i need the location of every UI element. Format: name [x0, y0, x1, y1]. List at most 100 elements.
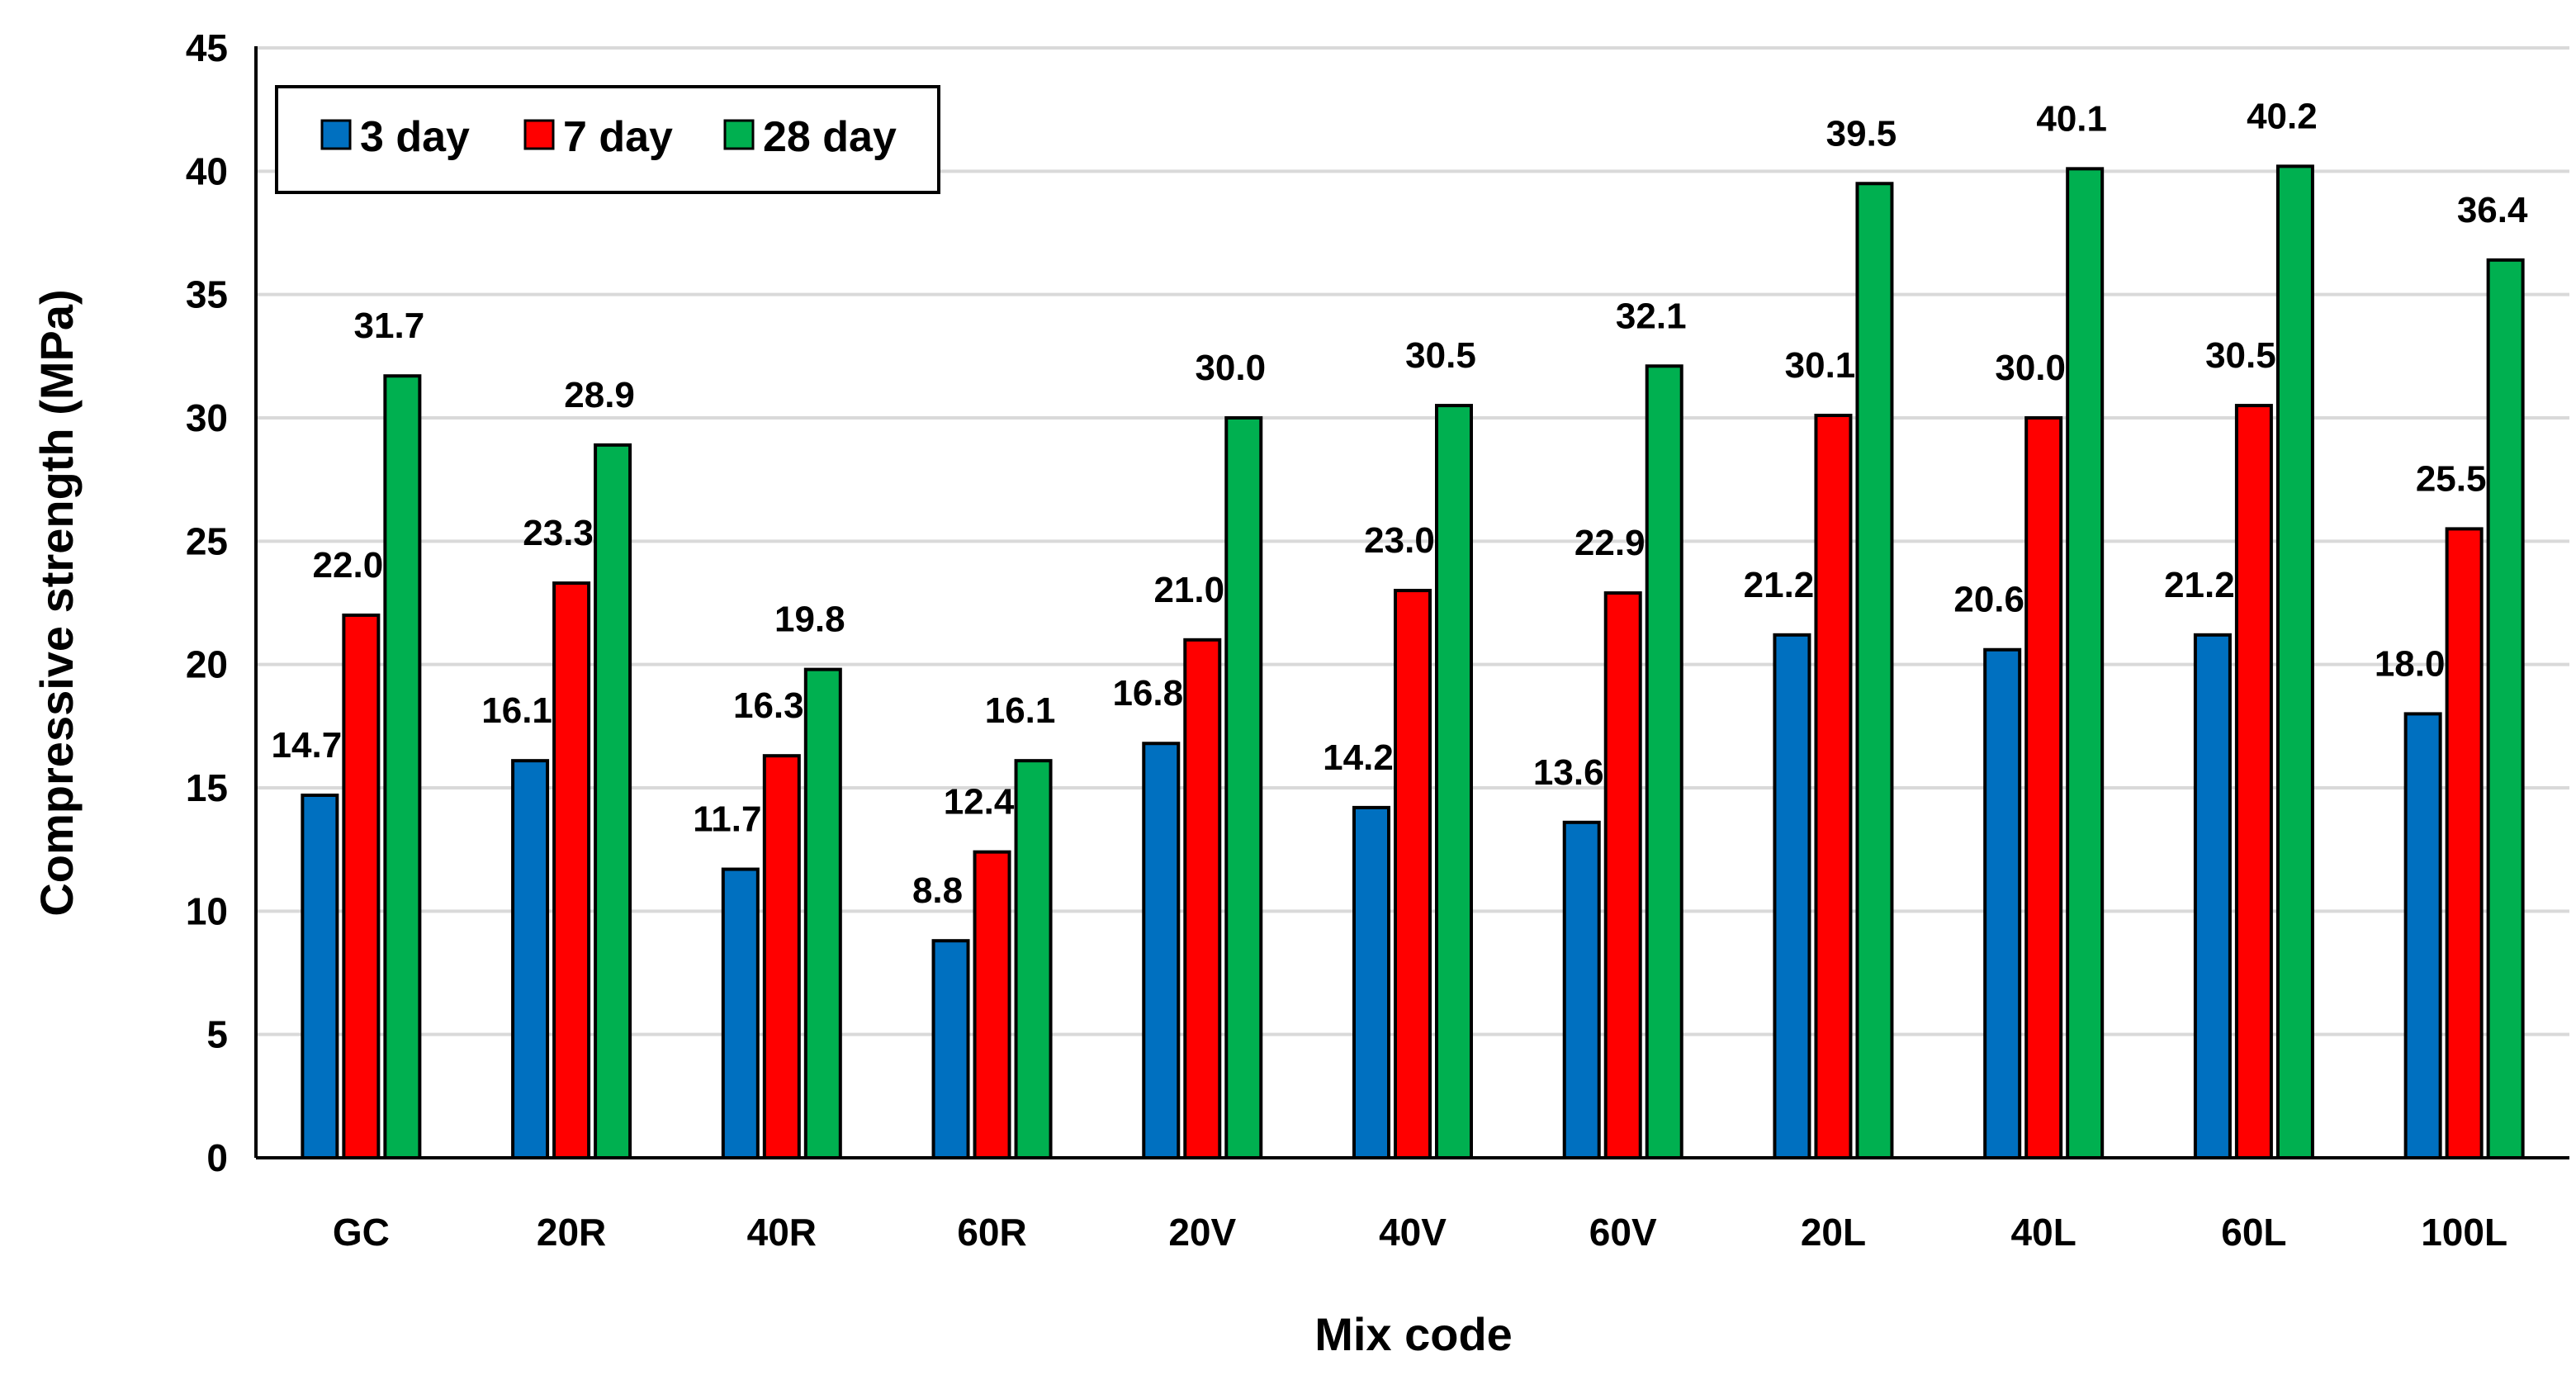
- gridlines: [256, 46, 2569, 1036]
- bar-gc-7-day: [342, 613, 381, 1159]
- data-label-20v-3-day: 16.8: [1112, 673, 1183, 714]
- data-label-60r-28-day: 16.1: [985, 690, 1056, 731]
- y-tick-label-45: 45: [186, 26, 228, 69]
- bar-60v-7-day: [1603, 591, 1642, 1159]
- bar-60r-3-day: [931, 939, 970, 1159]
- legend-box: [275, 85, 940, 194]
- bar-60r-28-day: [1014, 759, 1053, 1159]
- data-label-60v-7-day: 22.9: [1574, 523, 1646, 563]
- y-tick-label-35: 35: [186, 273, 228, 316]
- bar-40l-28-day: [2066, 167, 2105, 1159]
- y-tick-label-10: 10: [186, 889, 228, 932]
- data-label-gc-28-day: 31.7: [354, 306, 425, 346]
- x-tick-label-60l: 60L: [2221, 1211, 2286, 1254]
- data-label-60v-3-day: 13.6: [1533, 752, 1604, 793]
- data-label-60v-28-day: 32.1: [1616, 296, 1687, 336]
- y-axis-title: Compressive strength (MPa): [31, 289, 83, 916]
- y-tick-label-20: 20: [186, 643, 228, 686]
- x-tick-label-gc: GC: [333, 1211, 390, 1254]
- data-labels: 14.7 22.0 31.7 16.1 23.3 28.9 11.7 16.3 19.8 8.8 1…: [272, 96, 2528, 911]
- bar-40v-3-day: [1352, 805, 1390, 1159]
- data-label-40r-3-day: 11.7: [693, 799, 761, 840]
- y-tick-label-30: 30: [186, 396, 228, 439]
- bar-40v-7-day: [1394, 589, 1432, 1159]
- legend: 3 day 7 day 28 day: [275, 85, 940, 194]
- bar-20r-7-day: [552, 581, 591, 1159]
- x-tick-label-100l: 100L: [2421, 1211, 2507, 1254]
- data-label-20r-7-day: 23.3: [523, 513, 594, 553]
- y-tick-label-0: 0: [206, 1136, 228, 1179]
- y-tick-label-5: 5: [206, 1013, 228, 1056]
- legend-swatch-3-day: [320, 119, 352, 150]
- data-label-40r-28-day: 19.8: [774, 600, 845, 640]
- legend-swatch-28-day: [723, 119, 755, 150]
- data-label-100l-28-day: 36.4: [2457, 190, 2528, 230]
- legend-label-7-day: 7 day: [563, 113, 673, 161]
- data-label-60r-3-day: 8.8: [912, 870, 963, 911]
- data-label-100l-7-day: 25.5: [2416, 458, 2487, 499]
- bar-20l-3-day: [1773, 633, 1811, 1159]
- data-label-40l-7-day: 30.0: [1995, 348, 2066, 388]
- data-label-20r-28-day: 28.9: [564, 375, 635, 415]
- bar-100l-28-day: [2486, 258, 2525, 1159]
- bar-40r-28-day: [803, 667, 842, 1159]
- legend-label-28-day: 28 day: [763, 113, 897, 161]
- data-label-100l-3-day: 18.0: [2375, 643, 2446, 684]
- bar-60v-3-day: [1562, 820, 1601, 1160]
- bar-100l-3-day: [2403, 712, 2442, 1159]
- bar-60r-7-day: [973, 850, 1011, 1159]
- axes: 0 5 10 15 20 25 30 35 40 45 GC 20R 40R 60R 20V 40V 60V 20…: [186, 26, 2569, 1254]
- data-label-20l-7-day: 30.1: [1785, 345, 1856, 386]
- y-tick-label-40: 40: [186, 149, 228, 192]
- data-label-40l-3-day: 20.6: [1953, 580, 2024, 620]
- data-label-20v-28-day: 30.0: [1195, 348, 1266, 388]
- bar-20v-3-day: [1142, 742, 1181, 1159]
- data-label-40r-7-day: 16.3: [733, 685, 804, 726]
- bar-60v-28-day: [1645, 364, 1683, 1159]
- x-tick-label-60v: 60V: [1589, 1211, 1657, 1254]
- x-tick-label-20l: 20L: [1801, 1211, 1866, 1254]
- bar-gc-3-day: [301, 793, 339, 1160]
- data-label-gc-3-day: 14.7: [272, 725, 343, 766]
- data-label-60l-3-day: 21.2: [2164, 565, 2235, 605]
- x-tick-label-60r: 60R: [957, 1211, 1026, 1254]
- data-label-20r-3-day: 16.1: [481, 690, 552, 731]
- x-axis-title: Mix code: [1314, 1308, 1513, 1360]
- data-label-20l-28-day: 39.5: [1826, 113, 1897, 154]
- bar-20l-28-day: [1855, 182, 1894, 1159]
- bar-20r-3-day: [511, 759, 550, 1159]
- bar-20r-28-day: [594, 443, 632, 1159]
- data-label-gc-7-day: 22.0: [313, 545, 384, 586]
- bar-100l-7-day: [2445, 527, 2484, 1159]
- x-tick-label-40l: 40L: [2011, 1211, 2076, 1254]
- data-label-20v-7-day: 21.0: [1153, 570, 1224, 610]
- x-tick-label-20r: 20R: [537, 1211, 606, 1254]
- bar-20l-7-day: [1814, 414, 1853, 1160]
- data-label-40v-7-day: 23.0: [1364, 520, 1435, 561]
- data-label-60l-28-day: 40.2: [2247, 96, 2318, 136]
- bar-60l-7-day: [2234, 404, 2273, 1160]
- x-tick-label-40v: 40V: [1379, 1211, 1447, 1254]
- y-tick-label-15: 15: [186, 766, 228, 809]
- bar-40v-28-day: [1435, 404, 1473, 1160]
- bar-60l-3-day: [2193, 633, 2232, 1159]
- bar-20v-7-day: [1183, 638, 1222, 1159]
- bar-60l-28-day: [2275, 164, 2314, 1160]
- bar-gc-28-day: [383, 374, 422, 1159]
- data-label-40v-3-day: 14.2: [1323, 737, 1394, 778]
- bar-40l-3-day: [1983, 647, 2022, 1159]
- legend-swatch-7-day: [523, 119, 555, 150]
- bar-40r-7-day: [762, 754, 801, 1159]
- legend-label-3-day: 3 day: [360, 113, 470, 161]
- bars: [301, 164, 2525, 1160]
- data-label-40v-28-day: 30.5: [1405, 335, 1476, 376]
- bar-40l-7-day: [2024, 416, 2063, 1159]
- data-label-60l-7-day: 30.5: [2205, 335, 2276, 376]
- data-label-60r-7-day: 12.4: [944, 782, 1015, 823]
- bar-20v-28-day: [1224, 416, 1263, 1159]
- x-tick-label-40r: 40R: [747, 1211, 817, 1254]
- y-tick-label-25: 25: [186, 519, 228, 562]
- data-label-40l-28-day: 40.1: [2036, 98, 2107, 139]
- data-label-20l-3-day: 21.2: [1744, 565, 1815, 605]
